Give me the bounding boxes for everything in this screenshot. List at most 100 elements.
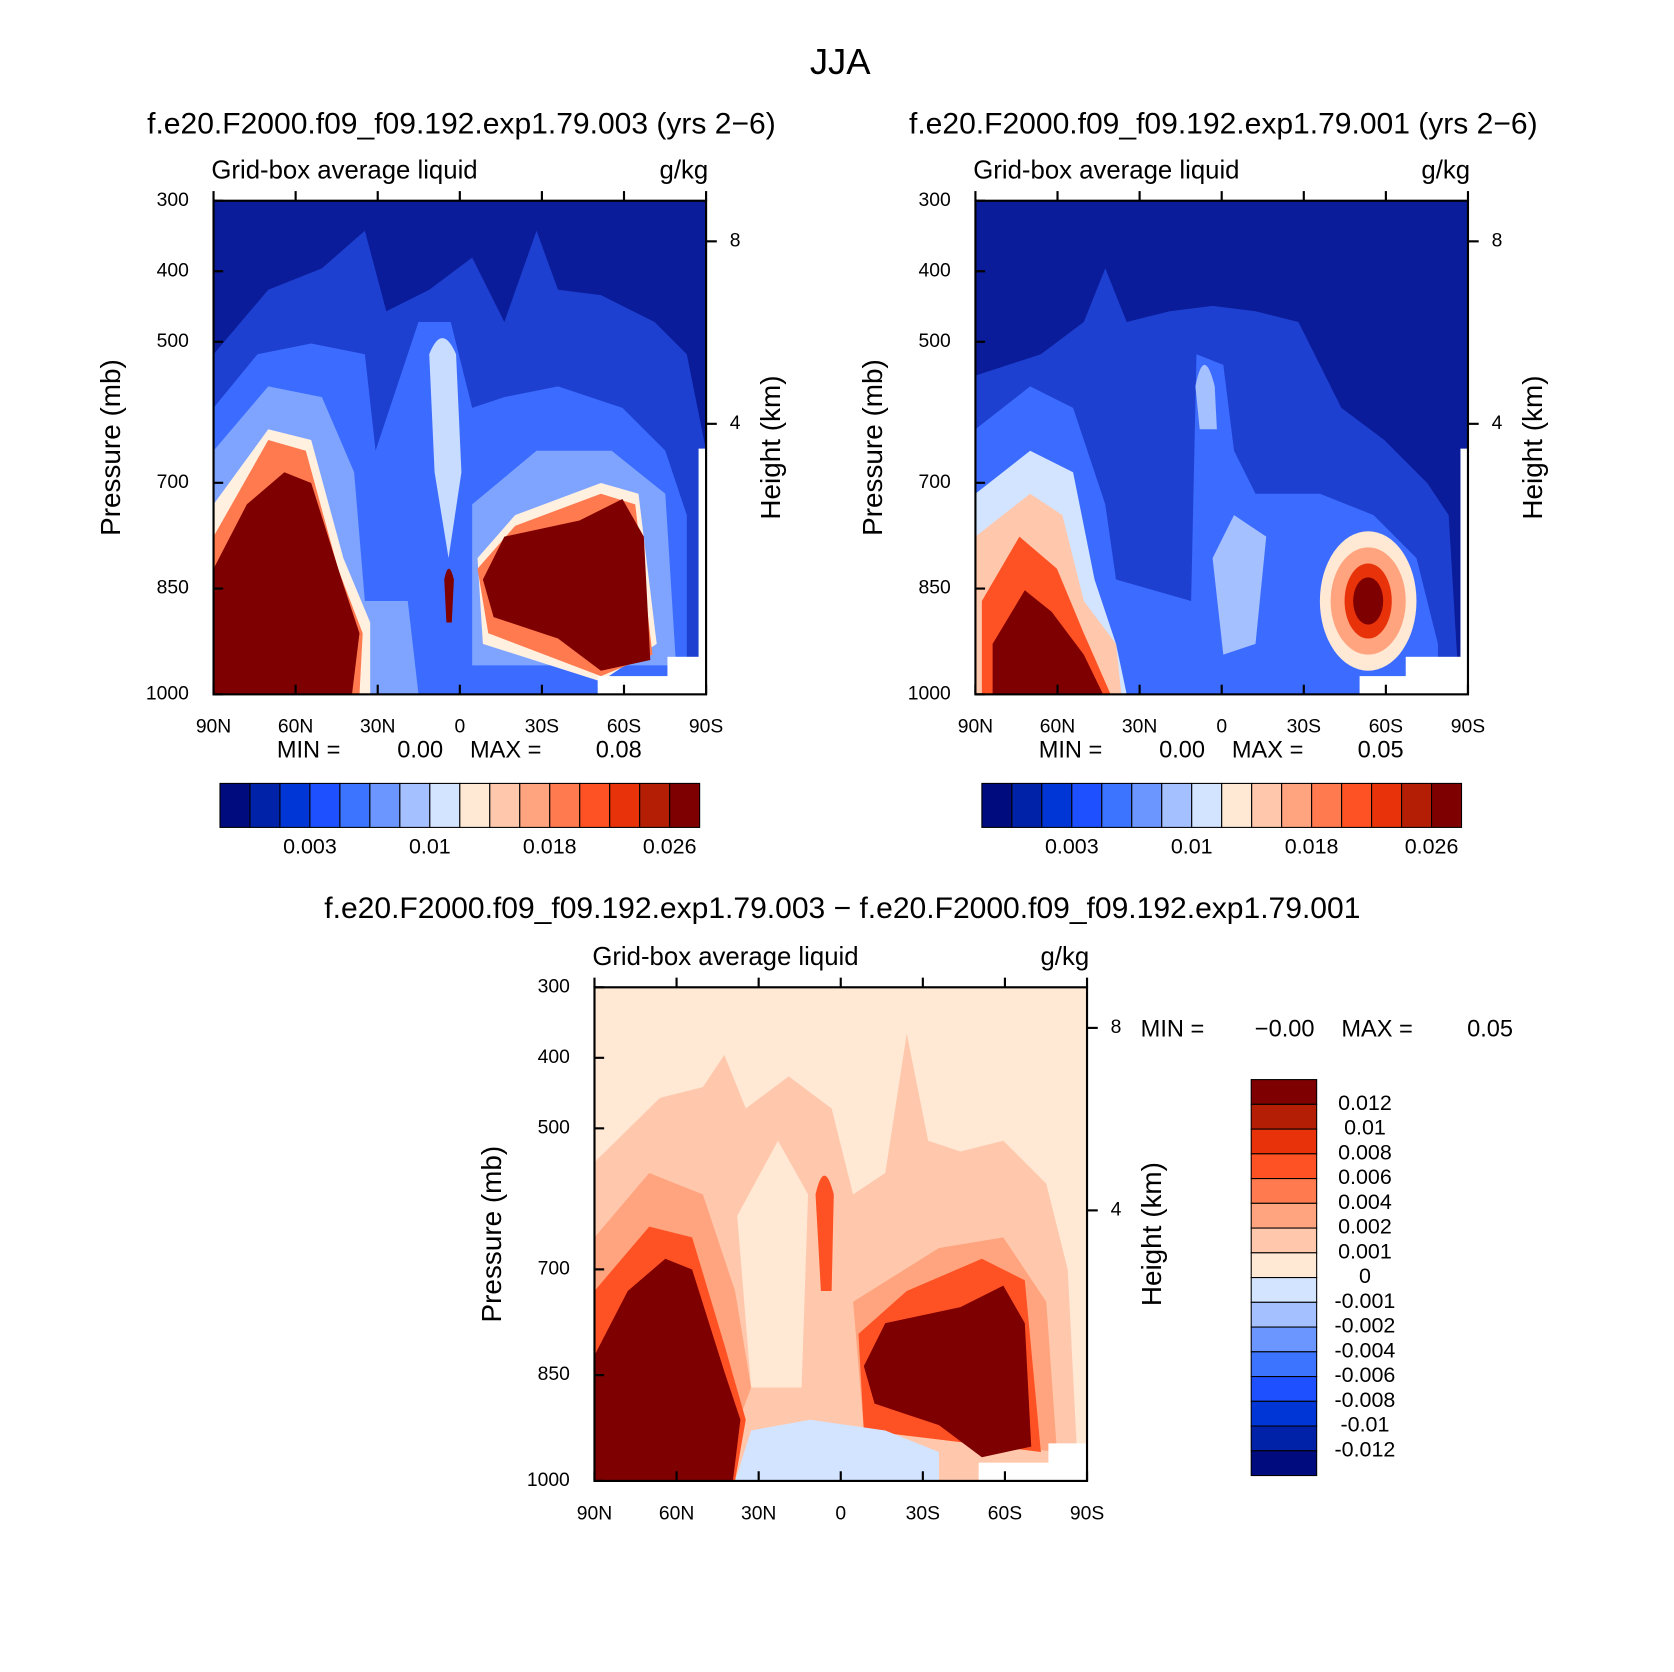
x-tick-label: 60S — [1369, 717, 1403, 738]
x-tick-label: 90S — [1070, 1503, 1104, 1524]
contour-fill — [1195, 364, 1267, 655]
y-tick-label: 850 — [919, 578, 951, 599]
x-tick-label: 60S — [988, 1503, 1022, 1524]
colorbar-label: 0.003 — [283, 834, 337, 858]
x-tick-label: 90S — [1451, 717, 1485, 738]
colorbar-box — [339, 782, 371, 828]
colorbar-box — [579, 782, 611, 828]
missing — [1048, 1443, 1088, 1481]
y-tick-label: 850 — [538, 1364, 570, 1385]
subtitle: Grid-box average liquid — [211, 157, 477, 185]
colorbar-label: 0.01 — [1344, 1116, 1386, 1140]
colorbar-label: -0.012 — [1335, 1437, 1396, 1461]
colorbar-box — [1250, 1425, 1318, 1452]
figure-title: JJA — [810, 41, 871, 82]
contour-fill — [594, 1258, 1032, 1481]
colorbar-label: 0.008 — [1338, 1141, 1392, 1165]
y2-tick-label: 4 — [730, 413, 741, 434]
missing — [1405, 656, 1468, 695]
units: g/kg — [1421, 157, 1470, 185]
colorbar-box — [1431, 782, 1463, 828]
colorbar-box — [1250, 1277, 1318, 1303]
stat-name: MIN = — [1141, 1016, 1205, 1042]
panel-title: f.e20.F2000.f09_f09.192.exp1.79.003 (yrs… — [147, 108, 776, 141]
colorbar-label: 0.026 — [643, 834, 697, 858]
colorbar-box — [1250, 1252, 1318, 1279]
stat-value: 0.08 — [596, 737, 642, 763]
x-tick-label: 0 — [454, 717, 465, 738]
y-tick-label: 400 — [919, 260, 951, 281]
colorbar-box — [219, 782, 251, 828]
y-tick-label: 400 — [538, 1047, 570, 1068]
y-tick-label: 300 — [919, 190, 951, 211]
colorbar-box — [369, 782, 401, 828]
colorbar-box — [459, 782, 491, 828]
y-axis-title: Pressure (mb) — [476, 1146, 507, 1323]
panel-title: f.e20.F2000.f09_f09.192.exp1.79.001 (yrs… — [909, 108, 1538, 141]
y-tick-label: 300 — [538, 976, 570, 997]
stat-value: 0.00 — [397, 737, 443, 763]
colorbar-label: 0.003 — [1045, 834, 1099, 858]
colorbar-box — [309, 782, 341, 828]
y-tick-label: 1000 — [908, 683, 951, 704]
colorbar-box — [279, 782, 311, 828]
y-tick-label: 300 — [157, 190, 189, 211]
colorbar-label: 0 — [1359, 1264, 1371, 1288]
x-tick-label: 90S — [689, 717, 723, 738]
x-tick-label: 0 — [835, 1503, 846, 1524]
colorbar-box — [1071, 782, 1103, 828]
units: g/kg — [660, 157, 709, 185]
colorbar-label: -0.004 — [1335, 1338, 1396, 1362]
y-tick-label: 850 — [157, 578, 189, 599]
x-tick-label: 0 — [1216, 717, 1227, 738]
colorbar-box — [639, 782, 671, 828]
subtitle: Grid-box average liquid — [973, 157, 1239, 185]
colorbar-label: 0.018 — [1285, 834, 1339, 858]
colorbar-label: 0.01 — [409, 834, 451, 858]
colorbar-label: 0.012 — [1338, 1091, 1392, 1115]
x-tick-label: 30S — [1287, 717, 1321, 738]
x-tick-label: 60N — [659, 1503, 694, 1524]
stat-name: MAX = — [470, 737, 541, 763]
stat-value: 0.05 — [1467, 1016, 1513, 1042]
y2-tick-label: 8 — [730, 230, 741, 251]
colorbar-box — [1311, 782, 1343, 828]
colorbar-box — [1250, 1103, 1318, 1130]
colorbar-label: 0.01 — [1171, 834, 1213, 858]
y-axis-title: Pressure (mb) — [857, 359, 888, 536]
x-tick-label: 30S — [906, 1503, 940, 1524]
x-tick-label: 90N — [196, 717, 231, 738]
contour-field — [594, 987, 1088, 1481]
stat-name: MIN = — [1039, 737, 1103, 763]
colorbar-box — [1101, 782, 1133, 828]
colorbar-box — [1250, 1178, 1318, 1204]
colorbar-box — [549, 782, 581, 828]
panel: Grid-box average liquid g/kg 90N 60N 30N 0 30S… — [857, 157, 1548, 859]
colorbar-box — [519, 782, 551, 828]
missing — [978, 1462, 1054, 1481]
y-tick-label: 1000 — [527, 1470, 570, 1491]
y2-tick-label: 4 — [1492, 413, 1503, 434]
subtitle: Grid-box average liquid — [592, 943, 858, 971]
y2-axis-title: Height (km) — [1136, 1162, 1167, 1306]
colorbar-box — [669, 782, 701, 828]
colorbar-box — [1250, 1301, 1318, 1328]
colorbar-box — [1041, 782, 1073, 828]
colorbar-box — [489, 782, 521, 828]
colorbar-box — [1250, 1400, 1318, 1427]
x-tick-label: 90N — [577, 1503, 612, 1524]
panel-title: f.e20.F2000.f09_f09.192.exp1.79.003 − f.… — [324, 892, 1360, 925]
colorbar-box — [1281, 782, 1313, 828]
stat-name: MAX = — [1341, 1016, 1412, 1042]
colorbar-label: -0.008 — [1335, 1388, 1396, 1412]
contour-fill — [429, 338, 462, 559]
colorbar-label: -0.01 — [1341, 1413, 1390, 1437]
contour-fill — [735, 1419, 939, 1481]
missing — [597, 676, 673, 695]
x-tick-label: 90N — [958, 717, 993, 738]
colorbar-box — [1371, 782, 1403, 828]
colorbar-box — [1131, 782, 1163, 828]
colorbar-label: 0.026 — [1405, 834, 1459, 858]
colorbar-box — [1161, 782, 1193, 828]
